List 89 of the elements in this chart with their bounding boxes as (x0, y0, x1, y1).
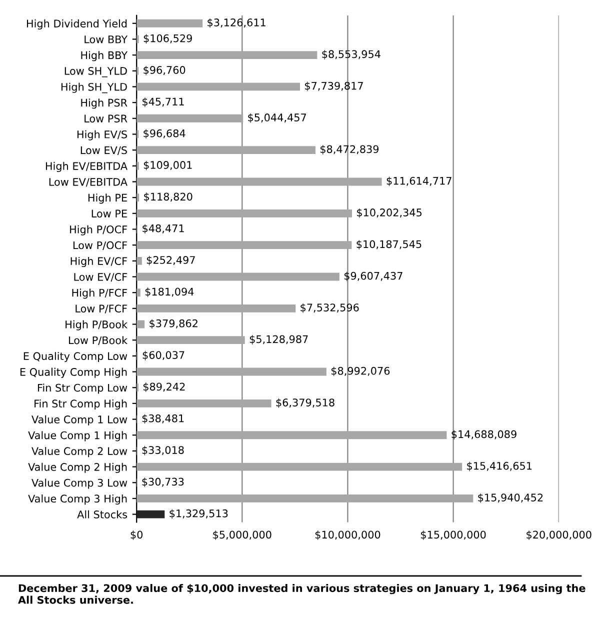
y-tick-label: Low EV/EBITDA (49, 178, 128, 187)
y-tick-label: Low P/FCF (76, 304, 127, 314)
bar (136, 241, 352, 250)
x-tick-label: $10,000,000 (315, 530, 380, 540)
y-tick-label: Value Comp 3 High (28, 494, 127, 505)
y-tick-label: Low SH_YLD (64, 67, 127, 78)
y-tick-label: Low PE (92, 210, 127, 218)
data-label: $14,688,089 (452, 430, 516, 440)
y-tick-label: Fin Str Comp High (34, 399, 127, 410)
y-tick-label: Low P/OCF (73, 241, 127, 250)
y-tick-label: Low PSR (84, 114, 128, 122)
data-label: $379,862 (150, 319, 198, 329)
y-tick-label: High PE (88, 194, 127, 204)
x-tick-label: $20,000,000 (526, 530, 592, 540)
y-tick-label: E Quality Comp Low (24, 352, 128, 362)
y-tick-label: High P/FCF (72, 288, 127, 299)
x-tick-label: $15,000,000 (421, 530, 486, 540)
data-label: $8,553,954 (322, 50, 380, 60)
data-label: $15,940,452 (478, 493, 543, 503)
bar (136, 462, 462, 471)
data-label: $8,472,839 (320, 145, 379, 154)
y-tick-label: Low BBY (84, 36, 128, 44)
data-label: $96,684 (144, 129, 186, 139)
data-label: $7,532,596 (300, 303, 359, 313)
bar (136, 178, 382, 186)
y-tick-label: High P/Book (66, 320, 128, 330)
data-label: $181,094 (145, 288, 194, 297)
y-tick-label: High EV/CF (70, 256, 127, 268)
data-label: $10,202,345 (357, 208, 422, 218)
bar (136, 272, 340, 281)
data-label: $15,416,651 (467, 462, 532, 472)
data-label: $3,126,611 (208, 18, 266, 28)
data-label: $30,733 (142, 478, 184, 488)
data-label: $109,001 (144, 160, 192, 170)
data-label: $45,711 (142, 98, 184, 107)
data-label: $5,128,987 (250, 335, 308, 344)
data-label: $1,329,513 (170, 509, 228, 519)
y-tick-label: Value Comp 1 Low (32, 415, 128, 426)
y-tick-label: High P/OCF (70, 225, 127, 236)
bar (136, 82, 300, 91)
data-label: $106,529 (144, 34, 192, 44)
data-label: $7,739,817 (305, 82, 363, 92)
y-tick-label: High Dividend Yield (26, 19, 127, 30)
bar (136, 256, 142, 265)
bar (136, 209, 352, 218)
data-label: $6,379,518 (276, 398, 334, 408)
data-label: $96,760 (144, 66, 186, 76)
y-tick-label: High BBY (81, 51, 128, 62)
y-tick-label: Value Comp 2 High (28, 462, 127, 473)
bar (136, 336, 245, 344)
x-tick-label: $0 (130, 530, 143, 540)
bar (136, 304, 296, 312)
text: December 31, 2009 value of $10,000 invested in various strategies on January 1, 1964 using the All Stocks universe. (18, 584, 586, 604)
y-tick-label: Fin Str Comp Low (38, 384, 128, 394)
bar (136, 288, 140, 297)
y-tick-label: High SH_YLD (61, 82, 127, 94)
y-tick-label: Low P/Book (69, 336, 128, 346)
bar (136, 51, 318, 59)
y-tick-label: E Quality Comp High (20, 368, 127, 378)
y-tick-label: High EV/EBITDA (46, 162, 128, 172)
data-label: $33,018 (142, 446, 184, 456)
y-tick-label: High EV/S (77, 130, 127, 140)
data-label: $48,471 (142, 224, 184, 234)
y-tick-label: All Stocks (77, 510, 128, 518)
data-label: $252,497 (146, 256, 195, 266)
bar (136, 431, 447, 440)
y-tick-label: Value Comp 3 Low (32, 478, 128, 489)
y-tick-label: Value Comp 1 High (28, 431, 127, 442)
bar (136, 494, 474, 502)
data-label: $5,044,457 (248, 113, 306, 123)
data-label: $38,481 (142, 414, 184, 424)
y-tick-label: Low EV/S (80, 146, 127, 155)
data-label: $60,037 (142, 350, 184, 360)
bar (136, 510, 165, 518)
data-label: $9,607,437 (344, 272, 402, 282)
bar (136, 368, 326, 376)
data-label: $11,614,717 (386, 176, 452, 186)
y-tick-label: Value Comp 2 Low (32, 446, 128, 458)
data-label: $10,187,545 (356, 240, 422, 250)
bar (136, 114, 244, 122)
data-label: $118,820 (144, 192, 192, 202)
y-tick-label: Low EV/CF (74, 272, 127, 282)
bar (136, 146, 316, 154)
x-tick-label: $5,000,000 (213, 530, 272, 540)
y-tick-label: High PSR (81, 98, 128, 109)
bar (136, 399, 272, 408)
data-label: $8,992,076 (331, 366, 390, 376)
bar (136, 19, 203, 28)
data-label: $89,242 (143, 382, 185, 392)
